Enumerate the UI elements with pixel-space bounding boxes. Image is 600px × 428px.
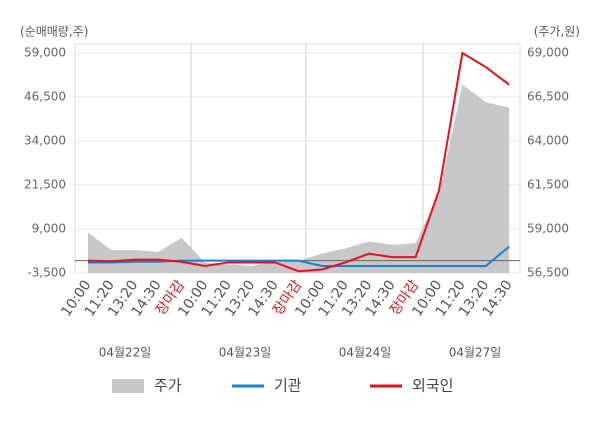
series-line bbox=[87, 51, 510, 273]
date-label: 04월27일 bbox=[449, 346, 502, 360]
y2-tick-label: 69,000 bbox=[527, 46, 569, 60]
y2-axis-label: (주가,원) bbox=[534, 25, 580, 39]
y-tick-label: 34,000 bbox=[24, 134, 66, 148]
legend-label: 주가 bbox=[154, 377, 182, 395]
legend-label: 외국인 bbox=[412, 377, 453, 395]
y2-tick-label: 64,000 bbox=[527, 134, 569, 148]
y-tick-label: -3,500 bbox=[27, 266, 66, 280]
date-label: 04월23일 bbox=[219, 346, 272, 360]
legend-label: 기관 bbox=[274, 377, 302, 395]
y2-tick-label: 56,500 bbox=[527, 266, 569, 280]
y2-tick-label: 59,000 bbox=[527, 222, 569, 236]
y-tick-label: 46,500 bbox=[24, 90, 66, 104]
y-axis-label: (순매매량,주) bbox=[20, 25, 88, 39]
legend-swatch bbox=[112, 379, 144, 393]
date-label: 04월24일 bbox=[339, 346, 392, 360]
date-label: 04월22일 bbox=[99, 346, 152, 360]
price-area bbox=[88, 84, 510, 274]
y-tick-label: 9,000 bbox=[32, 222, 66, 236]
y-tick-label: 21,500 bbox=[24, 178, 66, 192]
y-tick-label: 59,000 bbox=[24, 46, 66, 60]
y2-tick-label: 66,500 bbox=[527, 90, 569, 104]
y2-tick-label: 61,500 bbox=[527, 178, 569, 192]
series-line bbox=[88, 245, 510, 267]
